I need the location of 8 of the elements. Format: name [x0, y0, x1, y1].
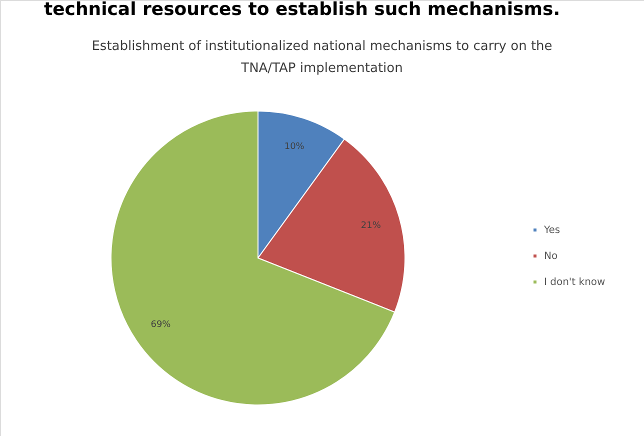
- legend-label: I don't know: [544, 277, 606, 288]
- legend-label: Yes: [543, 225, 560, 236]
- data-label: 21%: [360, 221, 382, 232]
- legend-label: No: [544, 251, 558, 262]
- data-label: 69%: [150, 320, 172, 330]
- text: technical resources to establish such mechanisms.: [44, 0, 560, 20]
- chart-title: Establishment of institutionalized national mechanisms to carry on the TNA/TAP implementation: [92, 39, 552, 76]
- data-label: 10%: [284, 142, 305, 152]
